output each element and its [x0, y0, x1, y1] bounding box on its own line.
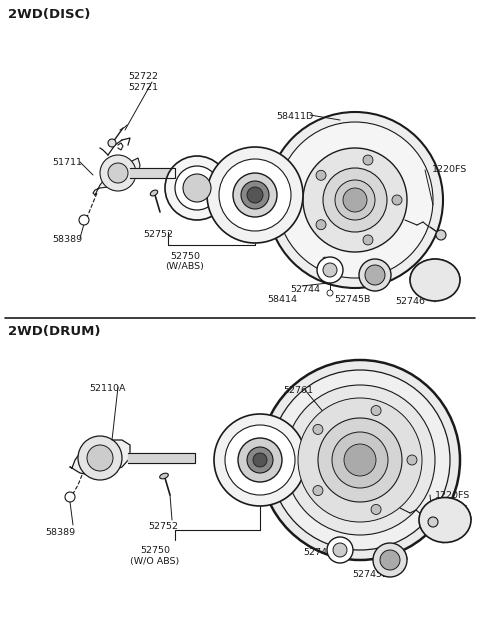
- Text: 58389: 58389: [45, 528, 75, 537]
- Circle shape: [335, 180, 375, 220]
- Text: 52745B: 52745B: [334, 295, 370, 304]
- Circle shape: [428, 517, 438, 527]
- Circle shape: [407, 455, 417, 465]
- Circle shape: [316, 170, 326, 180]
- Circle shape: [100, 155, 136, 191]
- Circle shape: [363, 155, 373, 165]
- Circle shape: [359, 259, 391, 291]
- Text: 58414: 58414: [267, 295, 297, 304]
- Circle shape: [316, 220, 326, 230]
- Text: 52750: 52750: [170, 252, 200, 261]
- Circle shape: [241, 181, 269, 209]
- Circle shape: [344, 444, 376, 476]
- Text: 52752: 52752: [143, 230, 173, 239]
- Text: 2WD(DRUM): 2WD(DRUM): [8, 325, 100, 338]
- Circle shape: [285, 385, 435, 535]
- Ellipse shape: [150, 190, 158, 196]
- Circle shape: [108, 163, 128, 183]
- Circle shape: [225, 425, 295, 495]
- Circle shape: [323, 263, 337, 277]
- Text: 1220FS: 1220FS: [435, 491, 470, 500]
- Text: 52746: 52746: [395, 297, 425, 306]
- Circle shape: [371, 406, 381, 416]
- Polygon shape: [70, 440, 130, 475]
- Circle shape: [380, 550, 400, 570]
- Circle shape: [313, 425, 323, 434]
- Circle shape: [270, 370, 450, 550]
- Text: 52110A: 52110A: [90, 384, 126, 393]
- Circle shape: [87, 445, 113, 471]
- Circle shape: [436, 230, 446, 240]
- Polygon shape: [130, 168, 175, 178]
- Circle shape: [371, 504, 381, 514]
- Text: 1220FS: 1220FS: [432, 165, 467, 174]
- Circle shape: [303, 148, 407, 252]
- Circle shape: [260, 360, 460, 560]
- Circle shape: [183, 174, 211, 202]
- Circle shape: [343, 188, 367, 212]
- Circle shape: [327, 537, 353, 563]
- Text: 52721: 52721: [128, 83, 158, 92]
- Circle shape: [373, 543, 407, 577]
- Circle shape: [267, 112, 443, 288]
- Text: 58411D: 58411D: [276, 112, 313, 121]
- Circle shape: [253, 453, 267, 467]
- Text: 52746: 52746: [438, 505, 468, 514]
- Circle shape: [233, 173, 277, 217]
- Circle shape: [332, 432, 388, 488]
- Text: 52750: 52750: [140, 546, 170, 555]
- Text: 58389: 58389: [52, 235, 82, 244]
- Text: 52752: 52752: [148, 522, 178, 531]
- Ellipse shape: [160, 473, 168, 479]
- Circle shape: [392, 195, 402, 205]
- Circle shape: [313, 486, 323, 495]
- Circle shape: [363, 235, 373, 245]
- Circle shape: [318, 418, 402, 502]
- Text: 51711: 51711: [52, 158, 82, 167]
- Polygon shape: [128, 453, 195, 463]
- Circle shape: [323, 168, 387, 232]
- Text: (W/ABS): (W/ABS): [166, 262, 204, 271]
- Circle shape: [277, 122, 433, 278]
- Circle shape: [165, 156, 229, 220]
- Polygon shape: [93, 158, 140, 195]
- Circle shape: [298, 398, 422, 522]
- Circle shape: [207, 147, 303, 243]
- Circle shape: [317, 257, 343, 283]
- Circle shape: [238, 438, 282, 482]
- Circle shape: [79, 215, 89, 225]
- Circle shape: [247, 187, 263, 203]
- Text: 52722: 52722: [128, 72, 158, 81]
- Text: 2WD(DISC): 2WD(DISC): [8, 8, 90, 21]
- Circle shape: [333, 543, 347, 557]
- Text: 52744: 52744: [303, 548, 333, 557]
- Text: (W/O ABS): (W/O ABS): [131, 557, 180, 566]
- Ellipse shape: [419, 497, 471, 543]
- Circle shape: [327, 290, 333, 296]
- Circle shape: [247, 447, 273, 473]
- Circle shape: [219, 159, 291, 231]
- Text: 52744: 52744: [290, 285, 320, 294]
- Circle shape: [108, 139, 116, 147]
- Text: 52761: 52761: [283, 386, 313, 395]
- Text: 52745B: 52745B: [352, 570, 388, 579]
- Circle shape: [78, 436, 122, 480]
- Circle shape: [214, 414, 306, 506]
- Circle shape: [175, 166, 219, 210]
- Circle shape: [65, 492, 75, 502]
- Circle shape: [365, 265, 385, 285]
- Ellipse shape: [410, 259, 460, 301]
